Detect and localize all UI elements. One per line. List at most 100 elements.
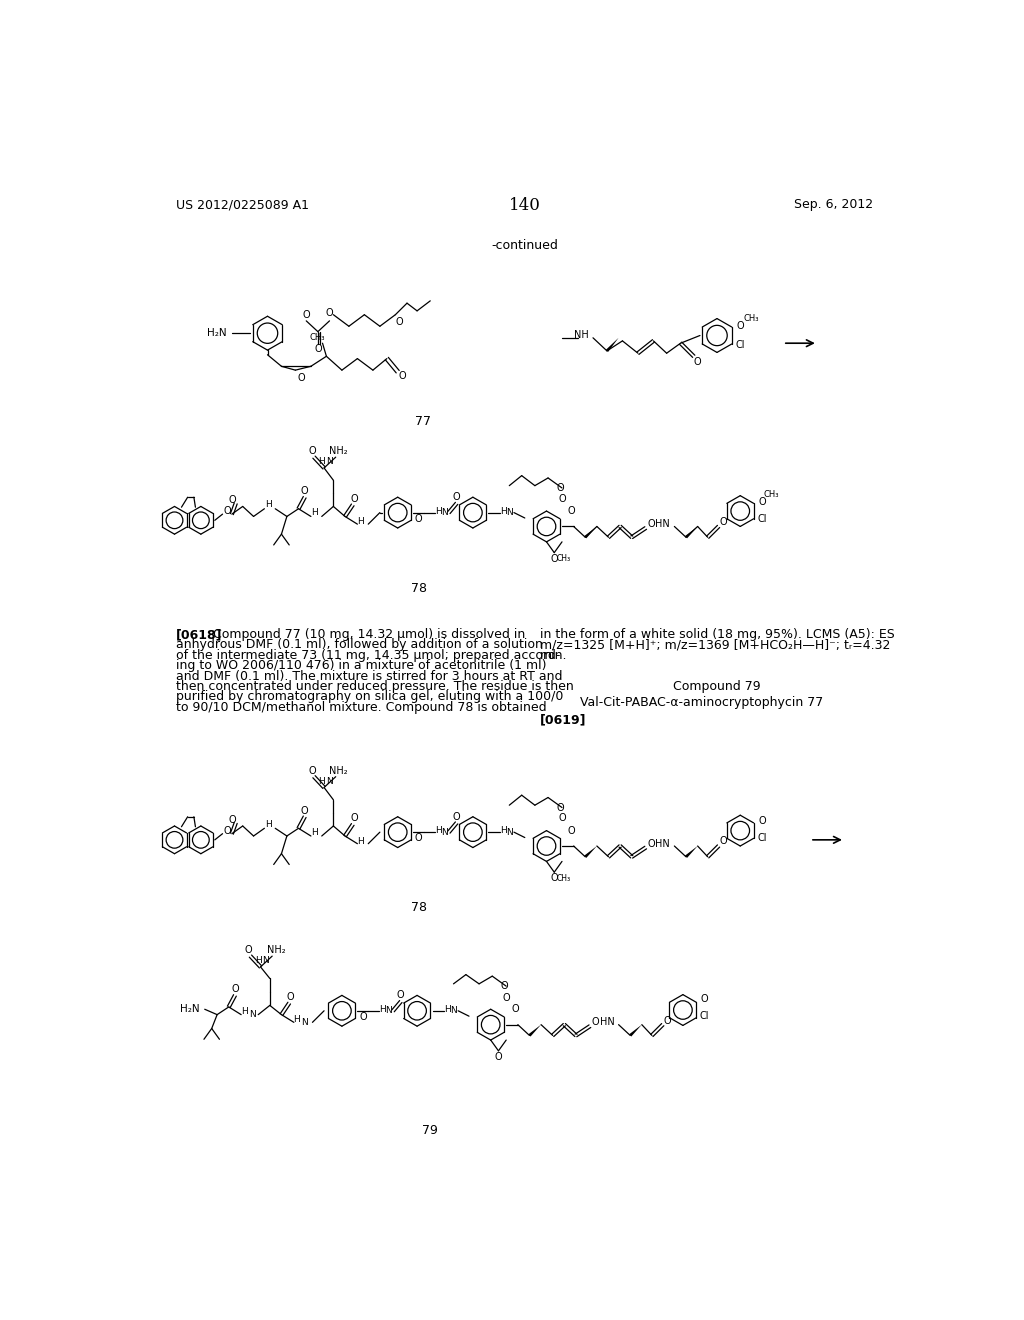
Text: O: O — [558, 813, 566, 824]
Text: CH₃: CH₃ — [309, 334, 325, 342]
Text: anhydrous DMF (0.1 ml), followed by addition of a solution: anhydrous DMF (0.1 ml), followed by addi… — [176, 639, 543, 652]
Text: CH₃: CH₃ — [556, 554, 570, 564]
Text: Sep. 6, 2012: Sep. 6, 2012 — [795, 198, 873, 211]
Text: 77: 77 — [415, 416, 430, 428]
Text: [0618]: [0618] — [176, 628, 222, 642]
Text: N: N — [249, 1010, 255, 1019]
Text: H: H — [310, 828, 317, 837]
Text: H: H — [310, 508, 317, 517]
Text: O: O — [503, 993, 510, 1003]
Text: O: O — [720, 837, 727, 846]
Text: N: N — [301, 1018, 308, 1027]
Text: O: O — [359, 1012, 367, 1022]
Text: O: O — [495, 1052, 502, 1063]
Text: CH₃: CH₃ — [764, 490, 779, 499]
Text: H: H — [265, 500, 271, 510]
Text: ing to WO 2006/110 476) in a mixture of acetonitrile (1 ml): ing to WO 2006/110 476) in a mixture of … — [176, 659, 547, 672]
Text: O: O — [308, 766, 316, 776]
Text: O: O — [245, 945, 252, 954]
Text: of the intermediate 73 (11 mg, 14.35 μmol; prepared accord-: of the intermediate 73 (11 mg, 14.35 μmo… — [176, 649, 560, 661]
Text: to 90/10 DCM/methanol mixture. Compound 78 is obtained: to 90/10 DCM/methanol mixture. Compound … — [176, 701, 547, 714]
Text: H: H — [357, 837, 364, 846]
Text: NH₂: NH₂ — [267, 945, 286, 954]
Text: O: O — [308, 446, 316, 455]
Text: Val-Cit-PABAC-α-aminocryptophycin 77: Val-Cit-PABAC-α-aminocryptophycin 77 — [580, 696, 823, 709]
Text: O: O — [302, 310, 310, 319]
Text: CH₃: CH₃ — [743, 314, 759, 323]
Text: O: O — [298, 372, 305, 383]
Text: NH₂: NH₂ — [330, 766, 348, 776]
Text: 78: 78 — [411, 582, 427, 594]
Text: O: O — [758, 816, 766, 826]
Text: H: H — [434, 826, 441, 836]
Text: O: O — [231, 985, 239, 994]
Text: O: O — [720, 517, 727, 527]
Text: O: O — [223, 825, 231, 836]
Text: H₂N: H₂N — [180, 1005, 200, 1014]
Text: Cl: Cl — [757, 513, 767, 524]
Text: and DMF (0.1 ml). The mixture is stirred for 3 hours at RT and: and DMF (0.1 ml). The mixture is stirred… — [176, 669, 562, 682]
Text: O: O — [558, 494, 566, 504]
Text: 79: 79 — [422, 1123, 438, 1137]
Text: NH₂: NH₂ — [330, 446, 348, 455]
Text: 140: 140 — [509, 197, 541, 214]
Text: N: N — [326, 457, 333, 466]
Text: O: O — [301, 805, 308, 816]
Text: Compound 79: Compound 79 — [673, 680, 761, 693]
Text: NH: NH — [574, 330, 589, 341]
Text: O: O — [398, 371, 407, 381]
Text: O: O — [557, 483, 564, 492]
Polygon shape — [606, 338, 618, 352]
Text: H: H — [357, 517, 364, 527]
Text: O: O — [551, 874, 558, 883]
Text: O: O — [397, 990, 404, 1001]
Text: O: O — [567, 825, 575, 836]
Text: N: N — [262, 956, 269, 965]
Text: H: H — [444, 1005, 451, 1014]
Text: m/z=1325 [M+H]⁺; m/z=1369 [M+HCO₂H—H]⁻; tᵣ=4.32: m/z=1325 [M+H]⁺; m/z=1369 [M+HCO₂H—H]⁻; … — [541, 639, 891, 652]
Text: 78: 78 — [411, 902, 427, 915]
Text: Cl: Cl — [757, 833, 767, 843]
Text: H: H — [255, 956, 261, 965]
Text: H: H — [318, 457, 326, 466]
Text: N: N — [506, 508, 513, 517]
Text: Cl: Cl — [699, 1011, 710, 1022]
Text: O: O — [758, 496, 766, 507]
Text: O: O — [592, 1018, 599, 1027]
Text: [0619]: [0619] — [541, 713, 587, 726]
Text: H: H — [241, 1007, 248, 1016]
Polygon shape — [585, 846, 597, 858]
Text: O: O — [501, 981, 509, 991]
Text: HN: HN — [600, 1018, 614, 1027]
Text: O: O — [557, 803, 564, 813]
Text: O: O — [350, 494, 358, 504]
Text: H₂N: H₂N — [207, 329, 227, 338]
Text: H: H — [500, 826, 507, 836]
Text: O: O — [694, 358, 701, 367]
Text: in the form of a white solid (18 mg, 95%). LCMS (A5): ES: in the form of a white solid (18 mg, 95%… — [541, 628, 895, 642]
Text: Cl: Cl — [735, 339, 745, 350]
Text: min.: min. — [541, 649, 567, 661]
Text: O: O — [287, 991, 295, 1002]
Polygon shape — [629, 1024, 642, 1036]
Text: O: O — [453, 492, 461, 502]
Text: N: N — [440, 828, 447, 837]
Text: N: N — [385, 1006, 392, 1015]
Polygon shape — [528, 1024, 541, 1036]
Text: O: O — [567, 506, 575, 516]
Text: O: O — [453, 812, 461, 822]
Polygon shape — [585, 527, 597, 539]
Text: H: H — [265, 820, 271, 829]
Text: HN: HN — [655, 838, 670, 849]
Polygon shape — [685, 527, 697, 539]
Text: O: O — [228, 814, 236, 825]
Text: O: O — [301, 486, 308, 496]
Text: HN: HN — [655, 519, 670, 529]
Text: H: H — [294, 1015, 300, 1024]
Text: O: O — [551, 554, 558, 564]
Text: -continued: -continued — [492, 239, 558, 252]
Text: N: N — [506, 828, 513, 837]
Text: O: O — [223, 506, 231, 516]
Text: O: O — [647, 838, 655, 849]
Text: O: O — [395, 317, 403, 327]
